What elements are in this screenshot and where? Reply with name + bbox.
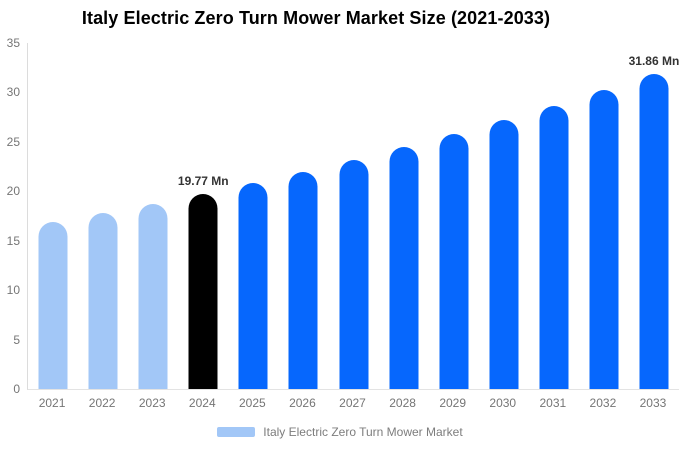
bar-2029[interactable] (439, 134, 469, 389)
bar-slot (479, 43, 529, 389)
bar-2024[interactable] (188, 193, 218, 389)
x-tick-label-2031: 2031 (539, 396, 567, 410)
x-tick-label-2024: 2024 (188, 396, 216, 410)
y-tick-label: 5 (13, 333, 20, 347)
bar-2032[interactable] (589, 90, 619, 389)
y-tick-label: 10 (6, 283, 20, 297)
bar-2022[interactable] (88, 213, 118, 389)
bar-slot (529, 43, 579, 389)
bar-slot (429, 43, 479, 389)
legend-label: Italy Electric Zero Turn Mower Market (263, 425, 463, 439)
x-tick-label-2033: 2033 (639, 396, 667, 410)
x-tick-label-2029: 2029 (439, 396, 467, 410)
bar-2025[interactable] (238, 182, 268, 389)
bar-slot (278, 43, 328, 389)
x-tick-label-2026: 2026 (289, 396, 316, 410)
y-tick-label: 15 (6, 234, 20, 248)
bar-slot (379, 43, 429, 389)
y-axis: 0 5 10 15 20 25 30 35 (0, 0, 20, 450)
x-tick-label-2023: 2023 (138, 396, 166, 410)
chart-title: Italy Electric Zero Turn Mower Market Si… (81, 8, 551, 28)
y-tick-label: 25 (6, 135, 20, 149)
bar-slot: 19.77 Mn (177, 43, 229, 389)
bar-2021[interactable] (38, 222, 68, 389)
bar-2027[interactable] (339, 159, 368, 389)
bar-value-label-2024: 19.77 Mn (177, 173, 229, 188)
bar-slot (28, 43, 78, 389)
legend[interactable]: Italy Electric Zero Turn Mower Market (0, 425, 680, 439)
x-tick-label-2030: 2030 (489, 396, 517, 410)
bar-slot (128, 43, 178, 389)
y-tick-label: 30 (6, 85, 20, 99)
x-tick-label-2028: 2028 (389, 396, 416, 410)
y-tick-label: 0 (13, 382, 20, 396)
bar-slot (579, 43, 629, 389)
y-tick-label: 20 (6, 184, 20, 198)
bar-2031[interactable] (539, 105, 569, 389)
bar-2023[interactable] (138, 203, 168, 389)
bar-slot (328, 43, 378, 389)
x-tick-label-2032: 2032 (589, 396, 617, 410)
bar-2028[interactable] (389, 147, 419, 389)
bar-slot (78, 43, 128, 389)
bar-value-label-2033: 31.86 Mn (628, 54, 680, 69)
bar-2026[interactable] (288, 171, 318, 389)
bar-slot (228, 43, 278, 389)
x-tick-label-2027: 2027 (339, 396, 366, 410)
x-tick-label-2025: 2025 (239, 396, 266, 410)
legend-swatch (217, 427, 256, 437)
x-tick-label-2022: 2022 (88, 396, 116, 410)
plot-area: 19.77 Mn 31.86 Mn (27, 43, 679, 390)
x-axis: 2021 2022 2023 2024 2025 2026 2027 2028 2029 2030… (27, 396, 678, 410)
bars-row: 19.77 Mn 31.86 Mn (28, 43, 679, 389)
bar-2033[interactable] (639, 74, 669, 389)
x-tick-label-2021: 2021 (38, 396, 66, 410)
bar-slot: 31.86 Mn (629, 43, 679, 389)
bar-2030[interactable] (489, 120, 519, 389)
y-tick-label: 35 (6, 36, 20, 50)
